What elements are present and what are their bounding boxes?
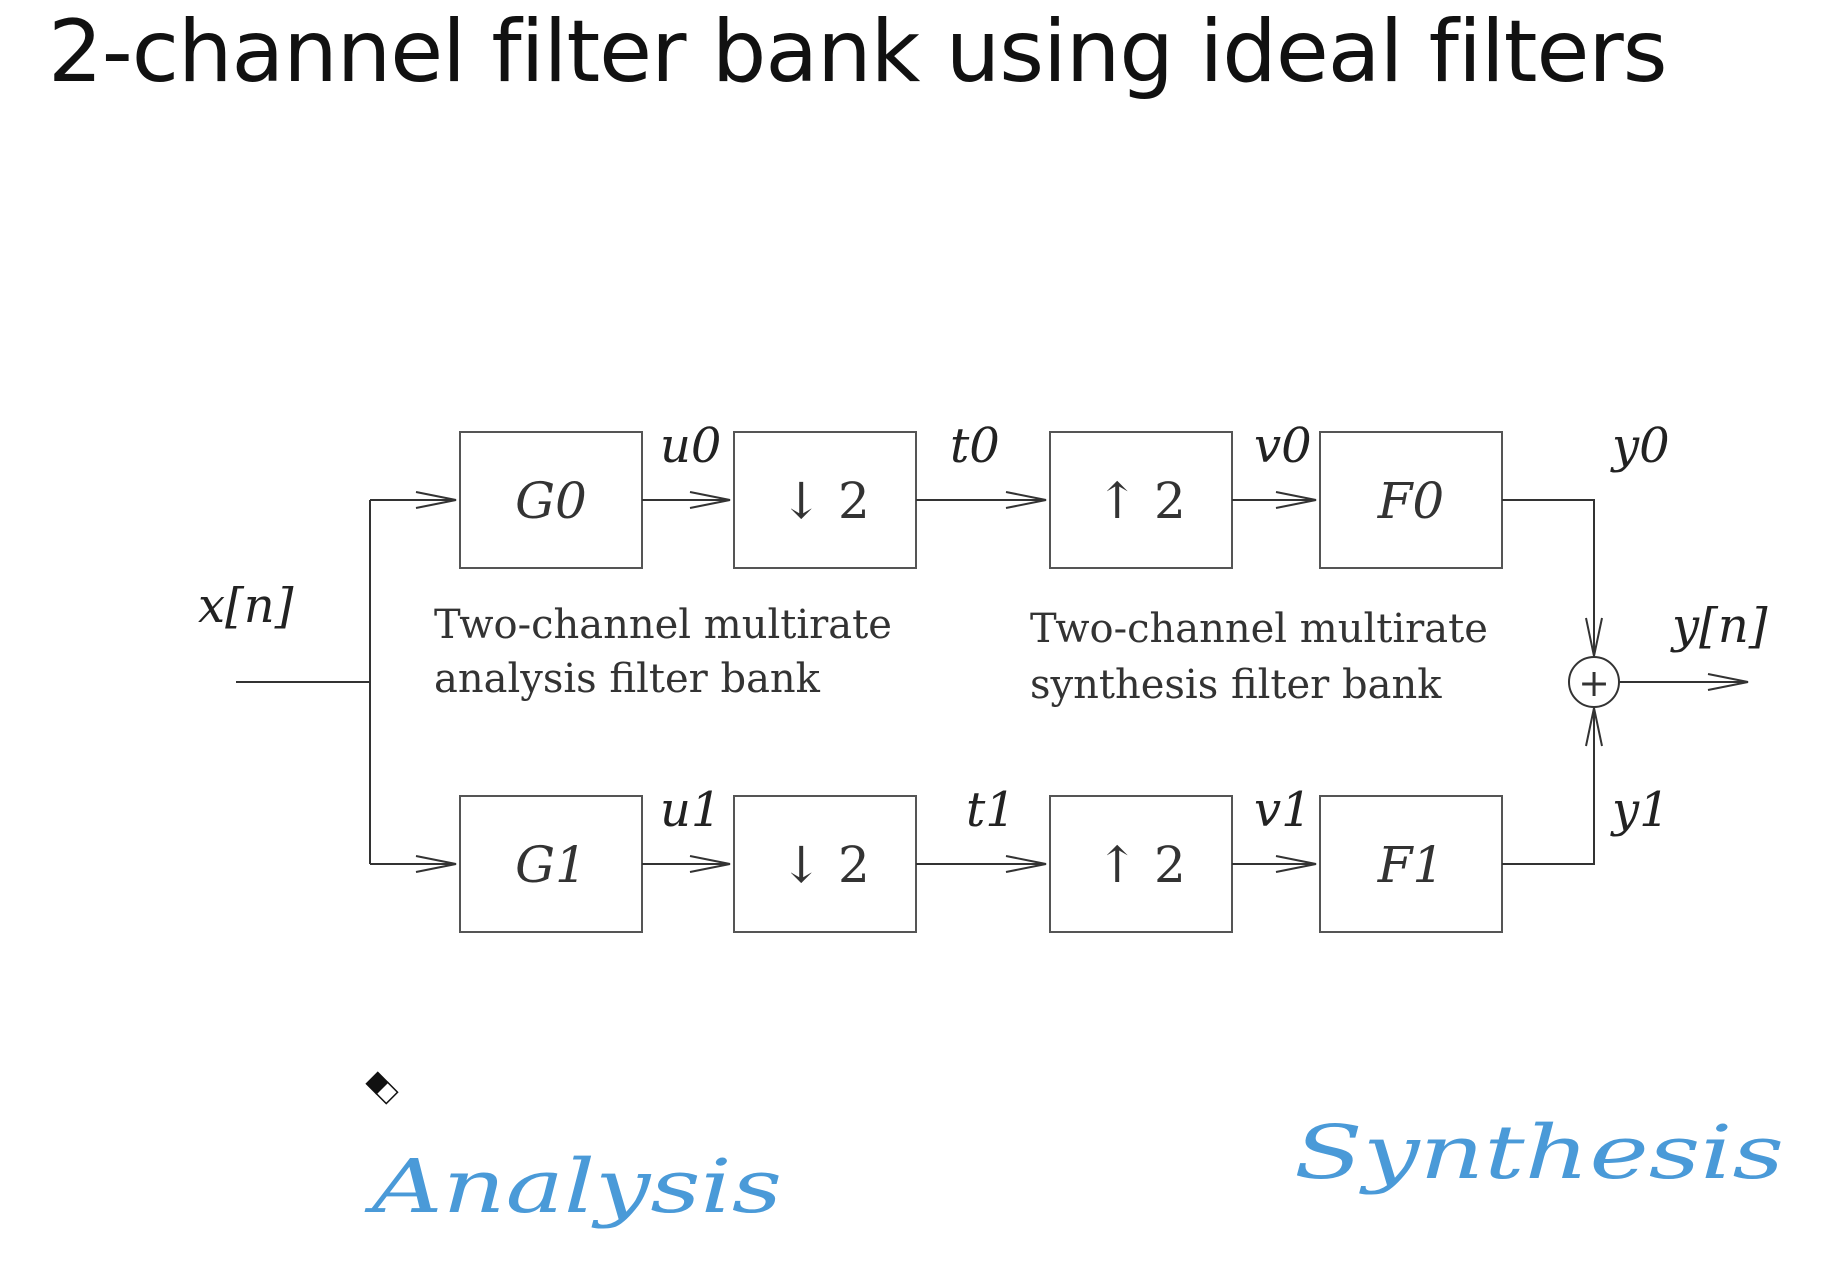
synthesis-caption-line1: Two-channel multirate <box>1030 606 1488 652</box>
synthesis-caption-line2: synthesis filter bank <box>1030 662 1442 708</box>
g1-block <box>459 795 643 933</box>
y0-label: y0 <box>1610 418 1670 474</box>
v0-label: v0 <box>1254 418 1312 474</box>
input-signal-label: x[n] <box>198 578 294 634</box>
f1-block <box>1319 795 1503 933</box>
down1-label: ↓ 2 <box>780 836 870 894</box>
arrow-u0 <box>689 491 731 509</box>
t1-label: t1 <box>966 782 1016 838</box>
f0-block <box>1319 431 1503 569</box>
slide-title: 2-channel filter bank using ideal filter… <box>48 2 1668 102</box>
down0-label: ↓ 2 <box>780 472 870 530</box>
arrow-v0 <box>1275 491 1317 509</box>
analysis-caption-line1: Two-channel multirate <box>434 602 892 648</box>
arrow-t1 <box>1005 855 1047 873</box>
up1-label: ↑ 2 <box>1096 836 1186 894</box>
arrow-to-g1 <box>415 855 457 873</box>
down1-block <box>733 795 917 933</box>
y1-label: y1 <box>1610 782 1670 838</box>
f1-label: F1 <box>1377 836 1445 894</box>
up1-block <box>1049 795 1233 933</box>
synthesis-ink-bracket <box>1012 924 1700 1044</box>
arrow-to-g0 <box>415 491 457 509</box>
u1-label: u1 <box>660 782 721 838</box>
g1-label: G1 <box>515 836 587 894</box>
g0-label: G0 <box>515 472 587 530</box>
arrow-u1 <box>689 855 731 873</box>
analysis-caption-line2: analysis filter bank <box>434 656 821 702</box>
summing-junction-sign: + <box>1578 661 1610 705</box>
arrow-t0 <box>1005 491 1047 509</box>
f0-label: F0 <box>1377 472 1445 530</box>
u0-label: u0 <box>660 418 721 474</box>
down0-block <box>733 431 917 569</box>
v1-label: v1 <box>1254 782 1312 838</box>
synthesis-handwritten-label: Synthesis <box>1294 1110 1784 1196</box>
t0-label: t0 <box>950 418 1000 474</box>
wire-y1 <box>1502 708 1595 865</box>
analysis-handwritten-label: Analysis <box>364 1144 782 1230</box>
output-signal-label: y[n] <box>1670 598 1768 654</box>
arrow-v1 <box>1275 855 1317 873</box>
wire-y0 <box>1502 499 1595 656</box>
arrow-output <box>1707 673 1749 691</box>
up0-block <box>1049 431 1233 569</box>
eraser-cursor-icon <box>365 1071 399 1105</box>
up0-label: ↑ 2 <box>1096 472 1186 530</box>
